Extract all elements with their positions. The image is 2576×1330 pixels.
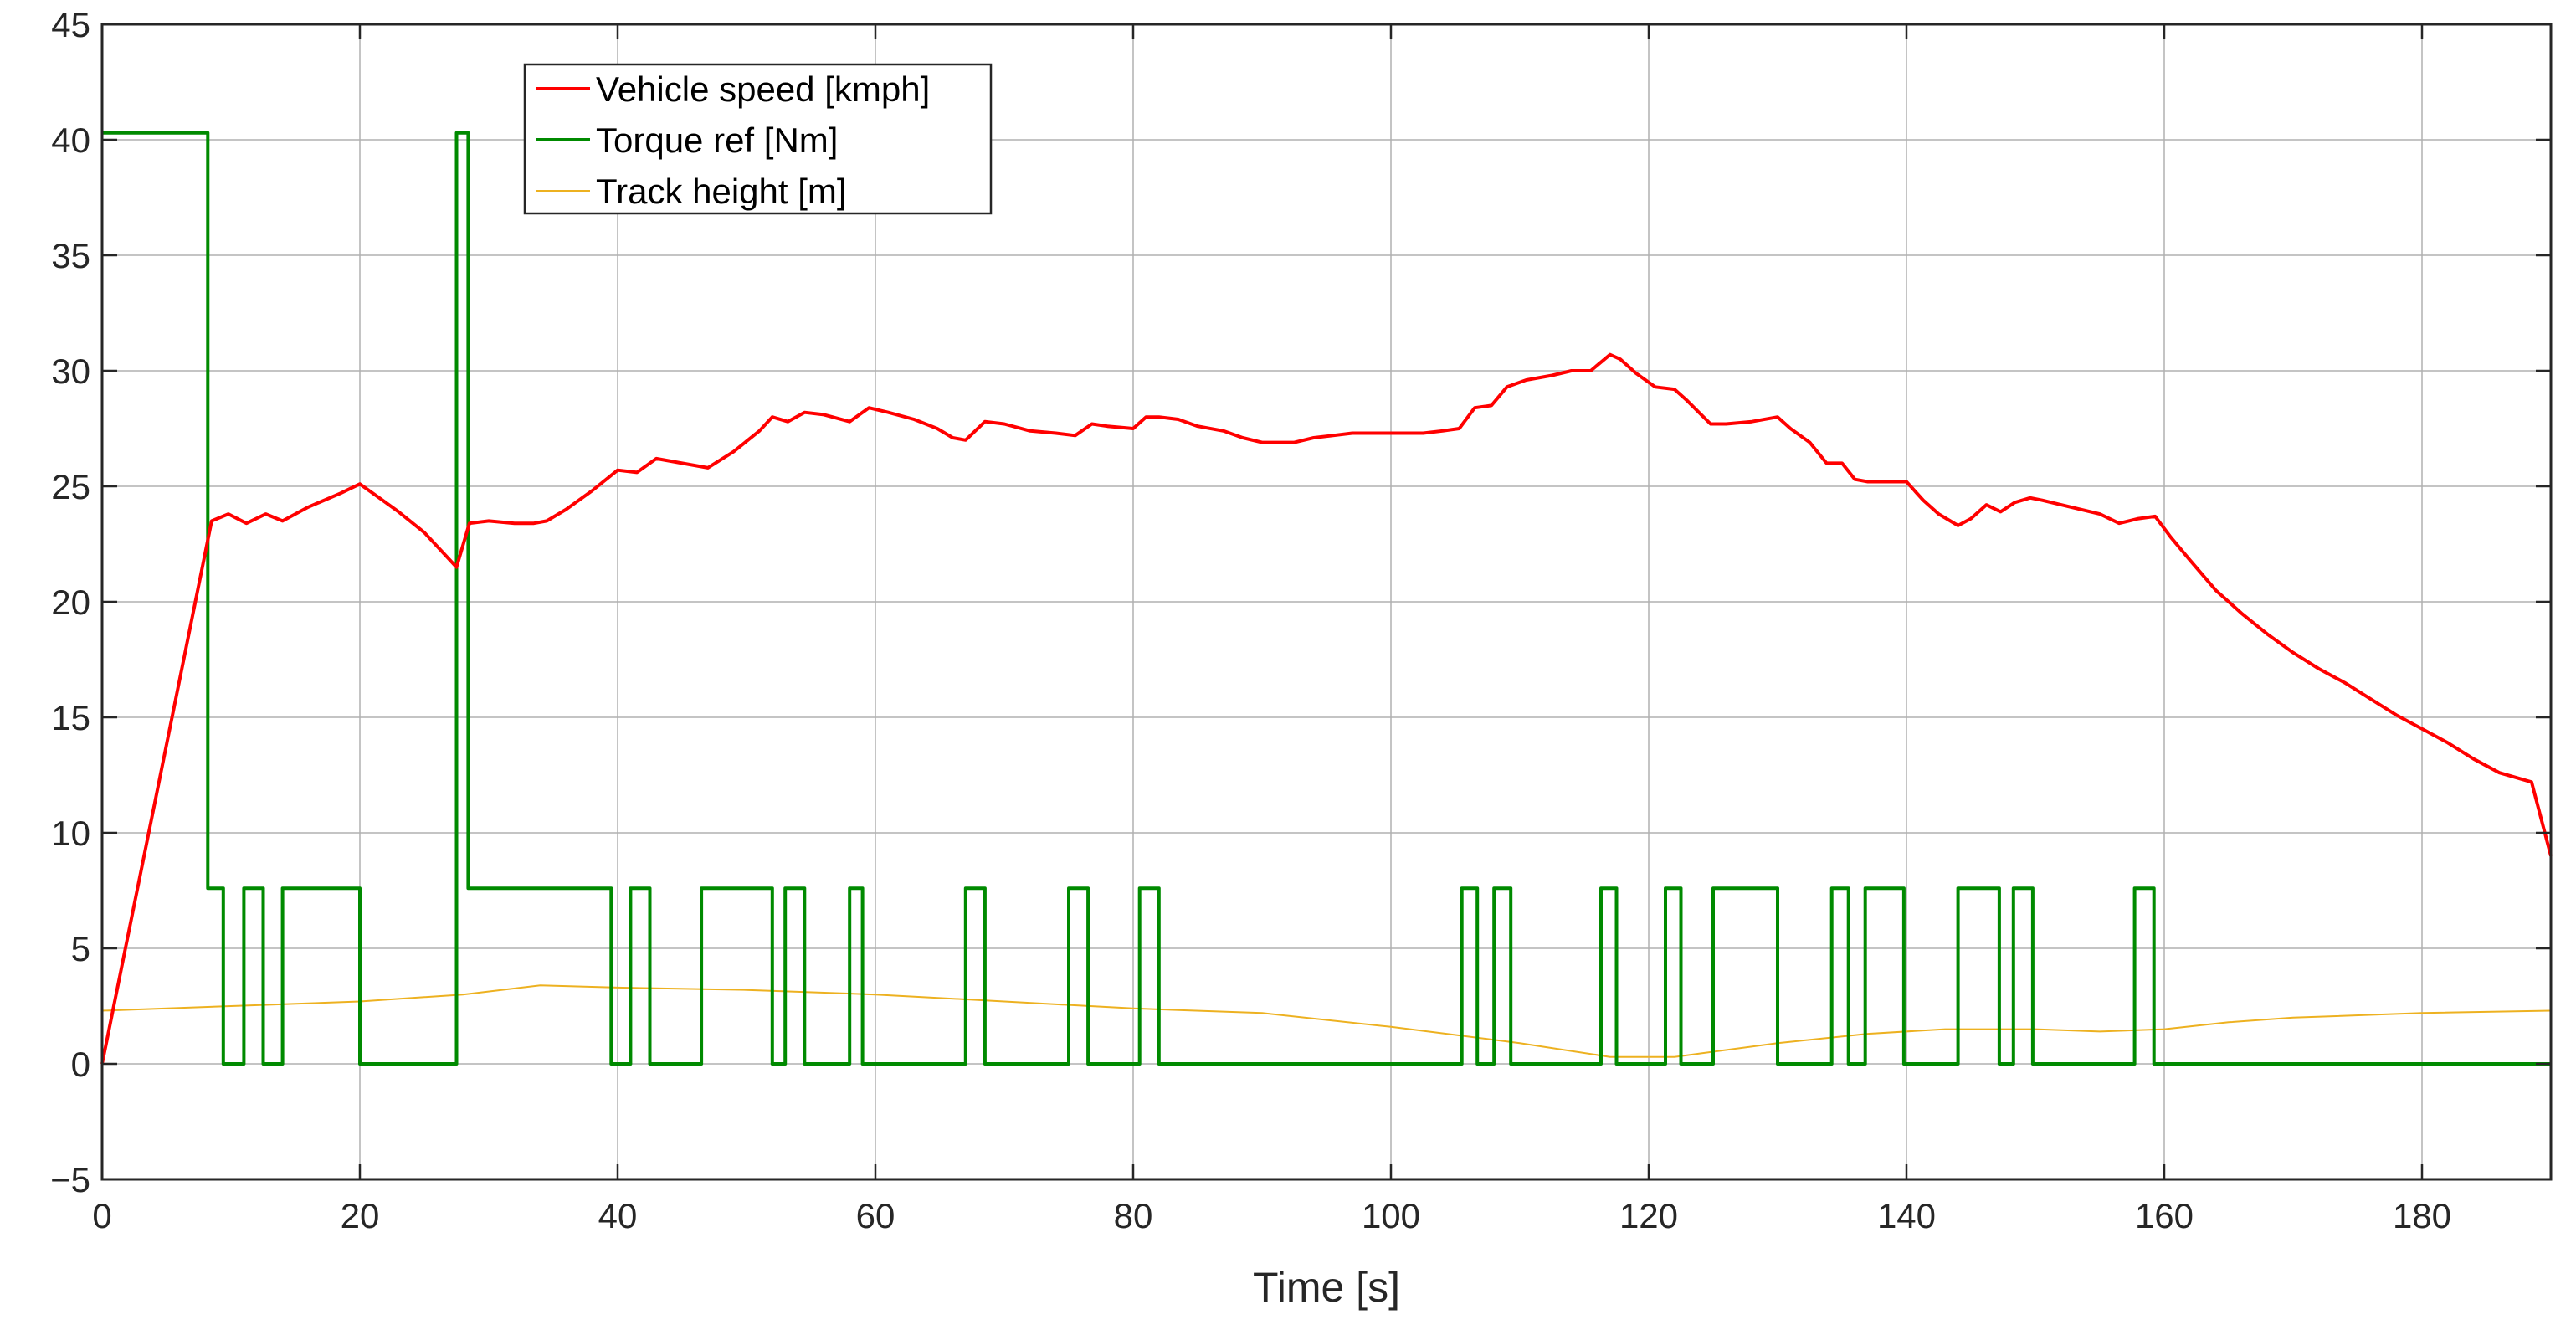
x-tick-label: 60 bbox=[856, 1196, 895, 1235]
x-tick-labels: 0 20 40 60 80 100 120 140 160 180 bbox=[92, 1196, 2451, 1235]
legend-label-vehicle-speed: Vehicle speed [kmph] bbox=[596, 69, 930, 109]
x-axis-title: Time [s] bbox=[1253, 1264, 1400, 1311]
torque-ref-line bbox=[102, 131, 2551, 1066]
x-tick-label: 120 bbox=[1619, 1196, 1678, 1235]
vehicle-speed-line bbox=[100, 352, 2553, 1065]
series-layer bbox=[100, 131, 2553, 1066]
y-tick-label: 25 bbox=[51, 467, 90, 506]
x-tick-label: 180 bbox=[2393, 1196, 2451, 1235]
x-tick-label: 160 bbox=[2135, 1196, 2194, 1235]
axis-ticks bbox=[100, 23, 2551, 1181]
y-tick-label: 10 bbox=[51, 814, 90, 853]
x-tick-label: 0 bbox=[92, 1196, 111, 1235]
x-tick-label: 140 bbox=[1877, 1196, 1936, 1235]
y-tick-label: 35 bbox=[51, 236, 90, 275]
y-tick-label: −5 bbox=[50, 1160, 90, 1199]
y-tick-label: 0 bbox=[71, 1045, 90, 1084]
y-tick-label: 45 bbox=[51, 5, 90, 44]
y-tick-label: 40 bbox=[51, 121, 90, 160]
x-tick-label: 40 bbox=[598, 1196, 638, 1235]
track-height-line bbox=[101, 984, 2552, 1058]
x-tick-label: 100 bbox=[1362, 1196, 1420, 1235]
x-tick-label: 20 bbox=[341, 1196, 380, 1235]
y-tick-labels: −5 0 5 10 15 20 25 30 35 40 45 bbox=[50, 5, 90, 1199]
legend-label-track-height: Track height [m] bbox=[596, 172, 847, 211]
legend-label-torque-ref: Torque ref [Nm] bbox=[596, 121, 838, 160]
y-tick-label: 5 bbox=[71, 929, 90, 968]
y-tick-label: 20 bbox=[51, 583, 90, 622]
legend: Vehicle speed [kmph] Torque ref [Nm] Tra… bbox=[523, 63, 993, 215]
legend-box bbox=[523, 63, 993, 215]
x-tick-label: 80 bbox=[1114, 1196, 1153, 1235]
y-tick-label: 15 bbox=[51, 698, 90, 737]
y-tick-label: 30 bbox=[51, 352, 90, 391]
